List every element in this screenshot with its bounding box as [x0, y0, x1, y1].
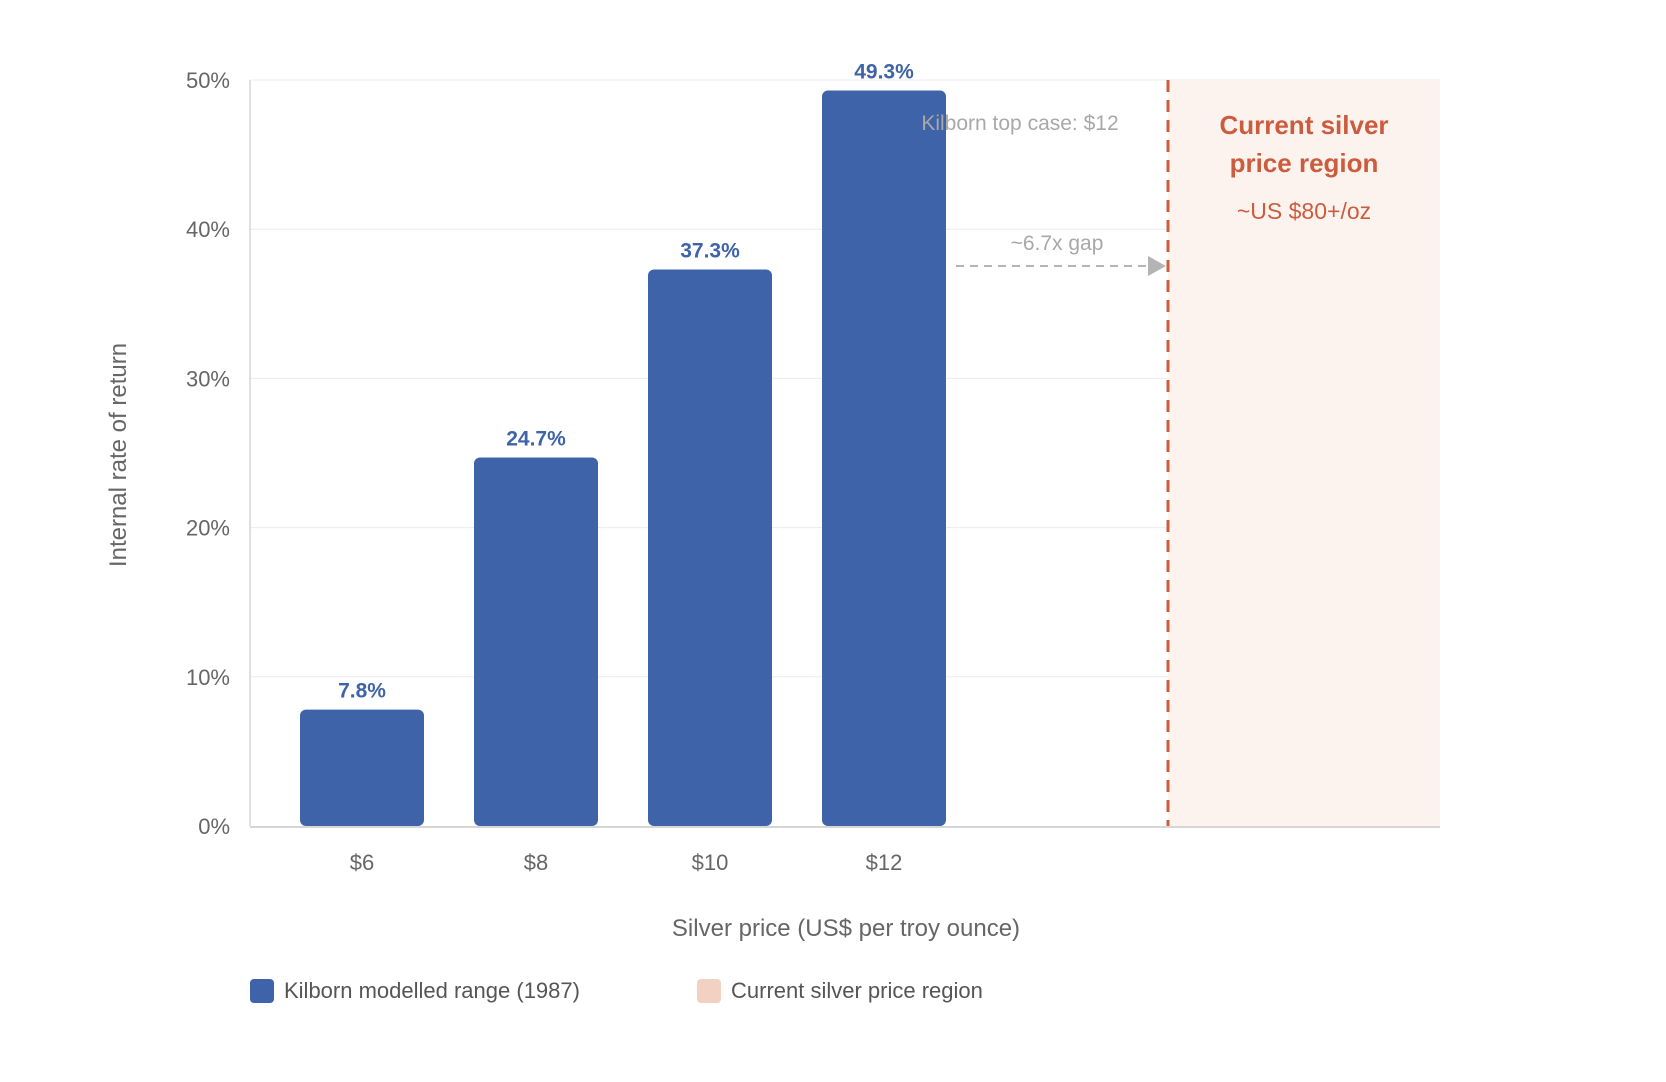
top-case-annotation: Kilborn top case: $12 [921, 112, 1118, 135]
current-price-region-shade [1168, 80, 1440, 826]
bar [474, 457, 598, 826]
x-tick-label: $8 [524, 850, 548, 875]
axis-ticks: 0% 10% 20% 30% 40% 50% $6 $8 $10 $12 [186, 68, 902, 875]
x-tick-label: $6 [350, 850, 374, 875]
region-title-line2: price region [1230, 148, 1379, 178]
x-tick-label: $12 [866, 850, 903, 875]
y-tick-label: 0% [198, 814, 230, 839]
x-axis-title: Silver price (US$ per troy ounce) [672, 915, 1020, 942]
bar-value-label: 7.8% [338, 680, 386, 703]
legend-label-current-region: Current silver price region [731, 978, 983, 1003]
gap-annotation: ~6.7x gap [1011, 232, 1104, 255]
y-tick-label: 20% [186, 516, 230, 541]
legend-item-kilborn: Kilborn modelled range (1987) [250, 976, 580, 1006]
bar [648, 269, 772, 826]
x-tick-label: $10 [692, 850, 729, 875]
y-tick-label: 30% [186, 366, 230, 391]
y-tick-label: 50% [186, 68, 230, 93]
legend-swatch-current-region [697, 979, 721, 1003]
bars [300, 90, 946, 827]
gap-arrow-head [1148, 256, 1166, 276]
legend-swatch-kilborn [250, 979, 274, 1003]
bar-value-label: 37.3% [680, 239, 740, 262]
legend-label-kilborn: Kilborn modelled range (1987) [284, 978, 580, 1003]
bar-value-label: 24.7% [506, 427, 566, 450]
bar [300, 709, 424, 826]
bar-value-labels: 7.8% 24.7% 37.3% 49.3% [338, 60, 914, 702]
region-title-line1: Current silver [1219, 110, 1388, 140]
bar-value-label: 49.3% [854, 60, 914, 83]
y-tick-label: 10% [186, 665, 230, 690]
y-tick-label: 40% [186, 217, 230, 242]
legend-item-current-region: Current silver price region [697, 976, 983, 1006]
region-subtitle: ~US $80+/oz [1237, 198, 1371, 224]
y-axis-title: Internal rate of return [105, 343, 132, 567]
bar [822, 90, 946, 827]
